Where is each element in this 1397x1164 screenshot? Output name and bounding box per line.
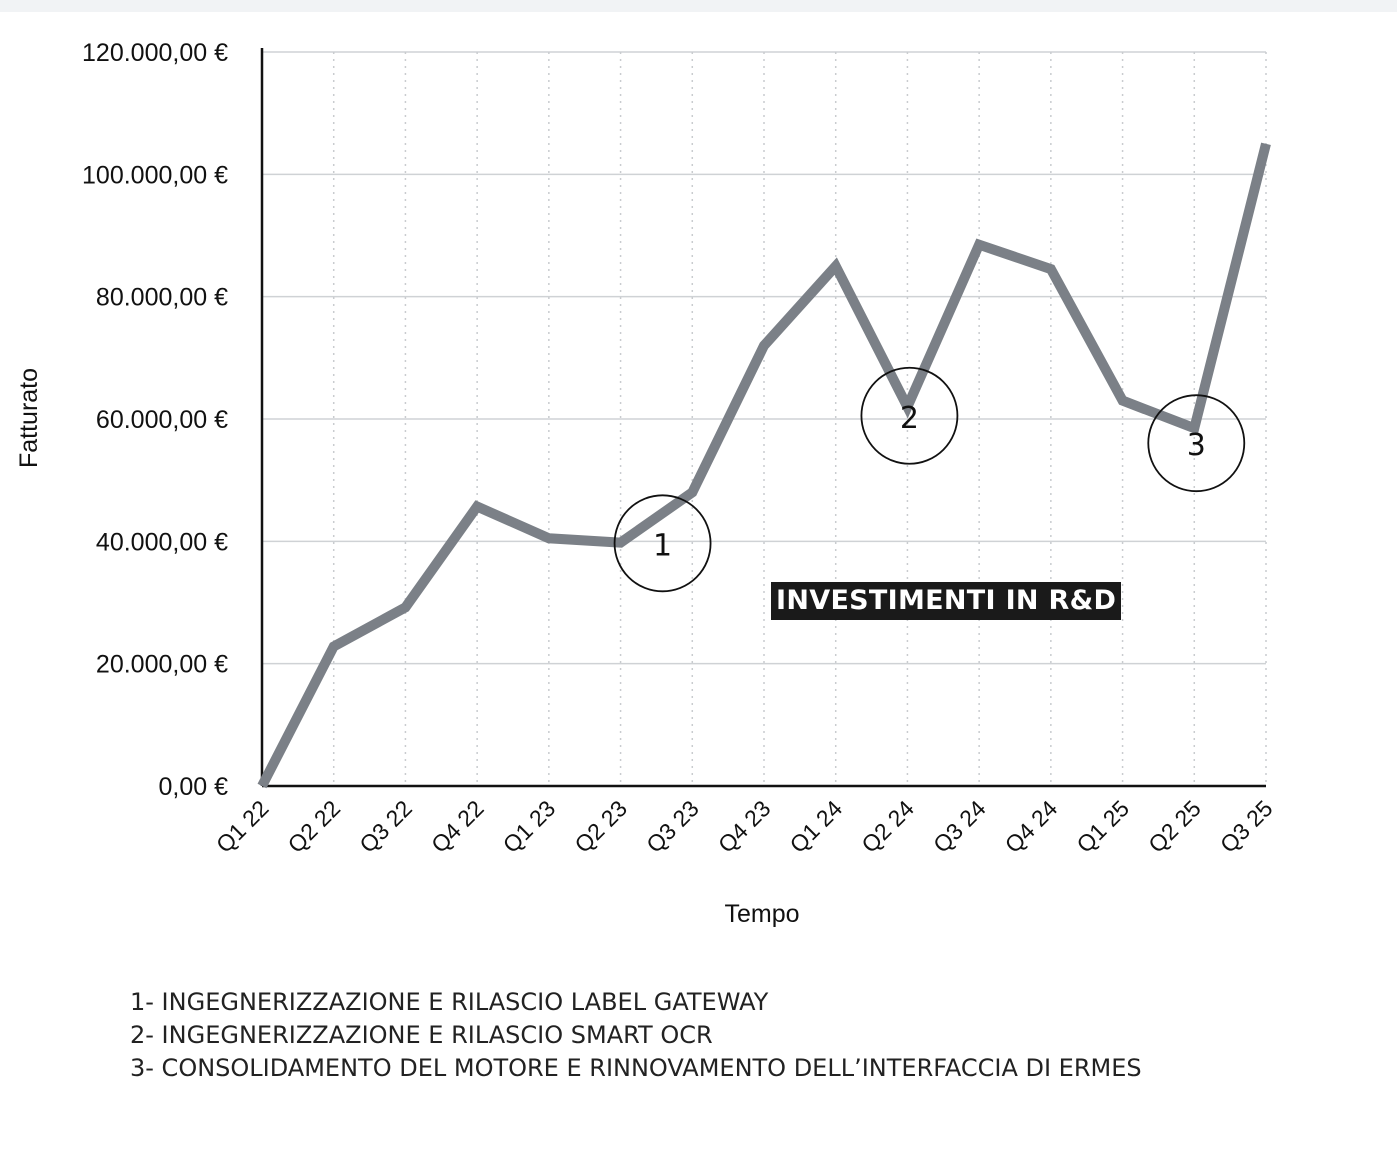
x-tick-labels: Q1 22 Q2 22 Q3 22 Q4 22 Q1 23 Q2 23 Q3 23 Q4 23… — [211, 795, 1278, 858]
callout-label: 3 — [1187, 428, 1206, 463]
rd-investment-badge: INVESTIMENTI IN R&D — [771, 582, 1122, 620]
y-tick-label: 0,00 € — [158, 773, 228, 801]
x-axis-title: Tempo — [724, 900, 799, 928]
notes-list: 1- INGEGNERIZZAZIONE E RILASCIO LABEL GA… — [130, 986, 1142, 1085]
x-tick-label: Q3 24 — [928, 795, 991, 858]
callout-label: 1 — [653, 528, 672, 563]
y-axis-title: Fatturato — [15, 368, 43, 468]
grid — [262, 51, 1267, 786]
x-tick-label: Q4 22 — [426, 795, 489, 858]
x-tick-label: Q1 22 — [211, 795, 274, 858]
series-line — [257, 142, 1271, 789]
callouts: 1 2 3 — [613, 366, 1246, 593]
y-tick-label: 120.000,00 € — [82, 39, 228, 67]
note-item: 2- INGEGNERIZZAZIONE E RILASCIO SMART OC… — [130, 1021, 713, 1049]
y-tick-label: 100.000,00 € — [82, 161, 228, 189]
x-tick-label: Q2 25 — [1143, 795, 1206, 858]
callout-label: 2 — [900, 401, 919, 436]
x-tick-label: Q2 23 — [569, 795, 632, 858]
x-tick-label: Q1 23 — [498, 795, 561, 858]
x-tick-label: Q1 24 — [785, 795, 848, 858]
y-tick-label: 80.000,00 € — [96, 284, 228, 312]
series-layer — [257, 142, 1271, 789]
x-tick-label: Q2 24 — [856, 795, 919, 858]
x-tick-label: Q4 23 — [713, 795, 776, 858]
y-tick-label: 60.000,00 € — [96, 406, 228, 434]
y-tick-label: 20.000,00 € — [96, 651, 228, 679]
callout-circle — [860, 366, 959, 465]
y-tick-labels: 0,00 € 20.000,00 € 40.000,00 € 60.000,00 € 8… — [82, 39, 228, 801]
x-tick-label: Q3 22 — [354, 795, 417, 858]
x-tick-label: Q3 23 — [641, 795, 704, 858]
y-tick-label: 40.000,00 € — [96, 528, 228, 556]
note-item: 1- INGEGNERIZZAZIONE E RILASCIO LABEL GA… — [130, 988, 769, 1016]
x-tick-label: Q4 24 — [1000, 795, 1063, 858]
top-band — [0, 0, 1397, 12]
x-tick-label: Q2 22 — [283, 795, 346, 858]
axes — [260, 48, 1266, 788]
x-tick-label: Q1 25 — [1071, 795, 1134, 858]
line-chart: 0,00 € 20.000,00 € 40.000,00 € 60.000,00 € 8… — [15, 39, 1278, 928]
x-tick-label: Q3 25 — [1215, 795, 1278, 858]
note-item: 3- CONSOLIDAMENTO DEL MOTORE E RINNOVAME… — [130, 1054, 1142, 1082]
callout-circle — [613, 494, 712, 593]
callout-circle — [1147, 394, 1246, 493]
